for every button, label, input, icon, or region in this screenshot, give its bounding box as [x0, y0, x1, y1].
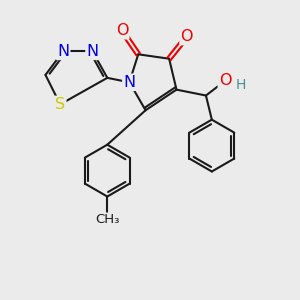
Text: N: N — [57, 44, 69, 59]
Text: N: N — [123, 75, 136, 90]
Text: S: S — [55, 97, 65, 112]
Text: CH₃: CH₃ — [95, 213, 119, 226]
Text: N: N — [86, 44, 99, 59]
Text: O: O — [116, 23, 128, 38]
Text: H: H — [236, 78, 247, 92]
Text: O: O — [219, 73, 231, 88]
Text: O: O — [181, 29, 193, 44]
